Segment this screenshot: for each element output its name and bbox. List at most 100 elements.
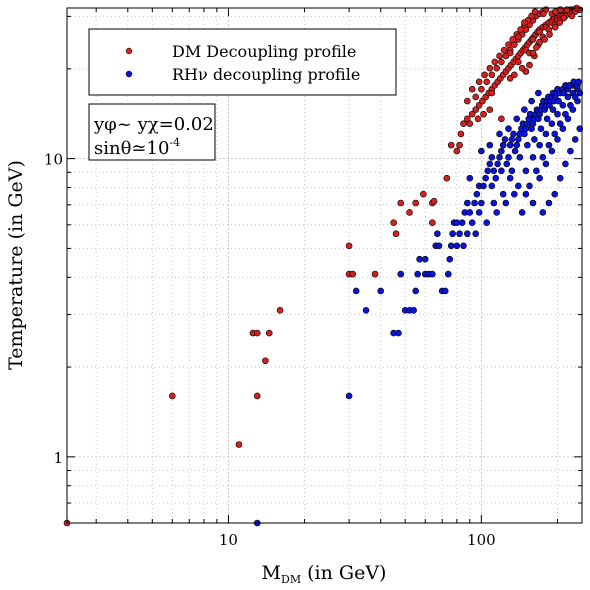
dm-point: [392, 230, 400, 238]
rh-point: [412, 287, 419, 295]
dm-point: [546, 31, 553, 38]
rh-point: [502, 199, 510, 207]
dm-point: [253, 329, 261, 337]
rh-point: [529, 154, 537, 161]
dm-point: [345, 242, 353, 250]
rh-point: [499, 190, 507, 198]
rh-point: [464, 230, 471, 238]
rh-point: [522, 190, 530, 198]
dm-point: [253, 392, 261, 400]
rh-point: [466, 209, 474, 216]
rh-point: [515, 182, 522, 190]
rh-point: [395, 329, 402, 337]
rh-point: [503, 160, 511, 168]
rh-point: [453, 242, 461, 250]
dm-point: [472, 106, 480, 113]
rh-point: [536, 174, 543, 182]
dm-point: [509, 36, 516, 43]
rh-point: [571, 93, 579, 101]
rh-point: [490, 199, 498, 207]
y-axis-label: Temperature (in GeV): [5, 160, 27, 370]
dm-point: [526, 61, 533, 69]
rh-point: [515, 136, 522, 143]
rh-point: [478, 199, 485, 207]
dm-point: [480, 110, 487, 118]
rh-point: [486, 160, 494, 168]
rh-point: [429, 270, 436, 278]
dm-point: [169, 392, 176, 400]
rh-point: [496, 154, 503, 161]
rh-point: [486, 141, 494, 149]
rh-point: [488, 182, 496, 190]
dm-point: [521, 19, 528, 26]
dm-point: [541, 36, 548, 43]
dm-point: [464, 97, 471, 105]
rh-point: [545, 199, 553, 207]
x-axis-label-main: M: [262, 562, 281, 584]
rh-point: [464, 199, 471, 207]
dm-point: [498, 58, 505, 66]
rh-point: [562, 160, 569, 168]
rh-point: [352, 287, 360, 295]
dm-point: [486, 106, 494, 113]
rh-point: [575, 78, 582, 86]
dm-point: [529, 36, 537, 43]
dm-point: [457, 130, 465, 138]
rh-point: [549, 106, 557, 113]
dm-point: [529, 49, 537, 57]
rh-point: [473, 190, 481, 198]
dm-point: [406, 209, 413, 216]
rh-point: [475, 209, 483, 216]
dm-point: [505, 41, 512, 49]
dm-point: [518, 64, 526, 72]
dm-point: [506, 49, 514, 57]
dm-point: [528, 12, 535, 20]
rh-point: [472, 230, 480, 238]
rh-point: [531, 136, 538, 143]
dm-point: [533, 44, 540, 51]
dm-point: [481, 71, 488, 79]
rh-point: [526, 182, 533, 190]
rh-point: [505, 125, 512, 133]
legend: DM Decoupling profile RHν decoupling pro…: [88, 28, 397, 96]
rh-point: [576, 89, 584, 97]
rh-point: [518, 209, 526, 216]
rh-point: [516, 154, 524, 161]
rh-point: [435, 242, 443, 250]
rh-point: [498, 167, 505, 175]
annotation-line-2-exponent: -4: [169, 136, 180, 149]
legend-label-rh: RHν decoupling profile: [172, 65, 360, 84]
dm-point: [429, 219, 436, 226]
rh-point: [551, 190, 559, 198]
rh-point: [506, 174, 514, 182]
x-tick-label-100: 100: [467, 531, 496, 549]
dm-point: [349, 270, 357, 278]
rh-point: [537, 125, 545, 133]
rh-point: [510, 130, 517, 138]
rh-point: [499, 141, 507, 149]
rh-point: [536, 141, 543, 149]
rh-point: [416, 255, 423, 263]
rh-point: [508, 136, 516, 143]
dm-point: [491, 58, 499, 66]
dm-point: [517, 26, 524, 33]
rh-point: [565, 82, 573, 89]
dm-point: [551, 8, 559, 15]
rh-point: [535, 89, 542, 97]
rh-point: [414, 270, 421, 278]
dm-point: [493, 64, 501, 72]
dm-point: [397, 199, 405, 207]
rh-point: [543, 115, 551, 123]
dm-point: [483, 78, 491, 86]
rh-point: [576, 125, 584, 133]
dm-point: [468, 85, 476, 93]
rh-point: [551, 130, 559, 138]
dm-point: [443, 174, 451, 182]
dm-point: [496, 52, 503, 60]
rh-point: [562, 110, 569, 118]
rh-point: [564, 93, 572, 101]
dm-point: [486, 64, 494, 72]
rh-point: [421, 255, 429, 263]
annotation-frame: [88, 103, 216, 161]
